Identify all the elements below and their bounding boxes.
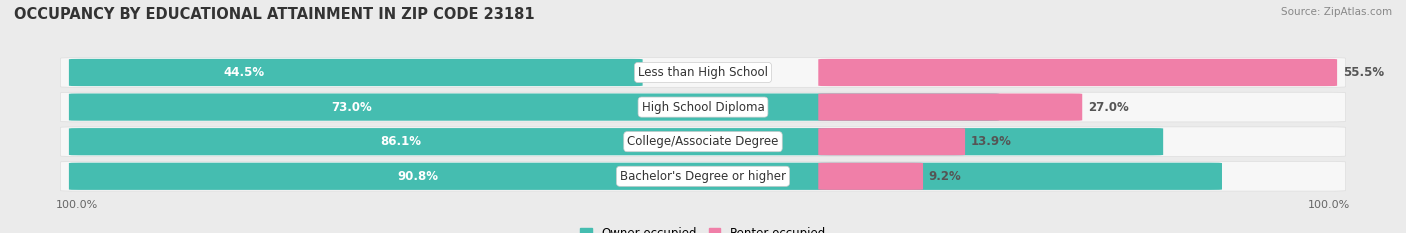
- Text: 86.1%: 86.1%: [380, 135, 420, 148]
- Text: 9.2%: 9.2%: [929, 170, 962, 183]
- FancyBboxPatch shape: [69, 93, 1000, 121]
- Text: 100.0%: 100.0%: [1308, 200, 1350, 210]
- Text: Less than High School: Less than High School: [638, 66, 768, 79]
- Text: Bachelor's Degree or higher: Bachelor's Degree or higher: [620, 170, 786, 183]
- Text: Source: ZipAtlas.com: Source: ZipAtlas.com: [1281, 7, 1392, 17]
- Text: 13.9%: 13.9%: [970, 135, 1011, 148]
- Text: 100.0%: 100.0%: [56, 200, 98, 210]
- FancyBboxPatch shape: [818, 93, 1083, 121]
- Text: College/Associate Degree: College/Associate Degree: [627, 135, 779, 148]
- FancyBboxPatch shape: [69, 128, 1163, 155]
- Text: 90.8%: 90.8%: [398, 170, 439, 183]
- FancyBboxPatch shape: [60, 92, 1346, 122]
- FancyBboxPatch shape: [69, 59, 643, 86]
- FancyBboxPatch shape: [818, 59, 1337, 86]
- FancyBboxPatch shape: [60, 127, 1346, 157]
- Legend: Owner-occupied, Renter-occupied: Owner-occupied, Renter-occupied: [575, 222, 831, 233]
- Text: 44.5%: 44.5%: [224, 66, 264, 79]
- FancyBboxPatch shape: [818, 128, 965, 155]
- FancyBboxPatch shape: [69, 163, 1222, 190]
- Text: 55.5%: 55.5%: [1343, 66, 1384, 79]
- FancyBboxPatch shape: [60, 58, 1346, 87]
- Text: OCCUPANCY BY EDUCATIONAL ATTAINMENT IN ZIP CODE 23181: OCCUPANCY BY EDUCATIONAL ATTAINMENT IN Z…: [14, 7, 534, 22]
- Text: 73.0%: 73.0%: [330, 101, 371, 114]
- FancyBboxPatch shape: [818, 163, 924, 190]
- FancyBboxPatch shape: [60, 161, 1346, 191]
- Text: High School Diploma: High School Diploma: [641, 101, 765, 114]
- Text: 27.0%: 27.0%: [1088, 101, 1129, 114]
